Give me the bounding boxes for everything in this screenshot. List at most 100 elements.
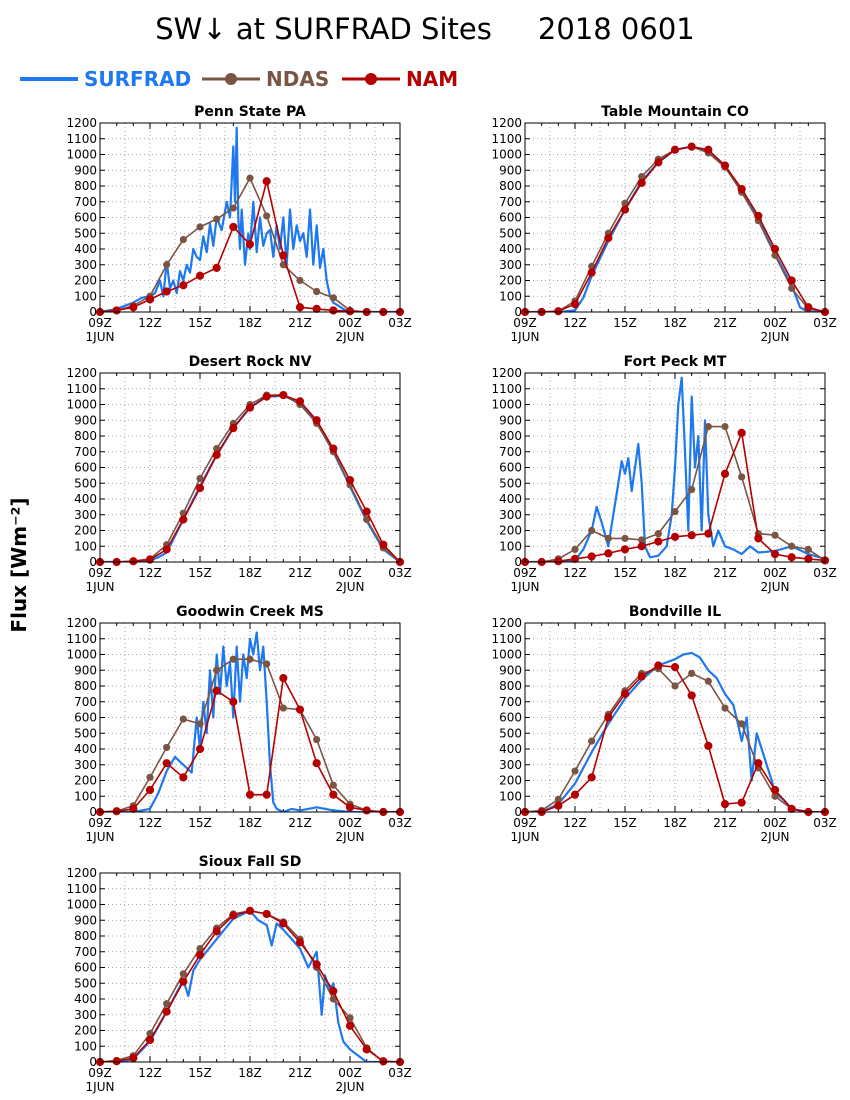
x-tick-label: 12Z [138,566,162,580]
point-nam [362,806,371,815]
point-nam [704,529,713,538]
y-tick-label: 500 [74,976,97,990]
point-nam [195,950,205,960]
y-tick-label: 100 [74,289,97,303]
point-ndas [229,655,237,663]
point-ndas [721,704,729,712]
point-nam [345,803,355,812]
y-tick-label: 600 [74,211,97,225]
point-ndas [346,1014,354,1022]
point-ndas [771,531,779,539]
y-tick-label: 100 [74,1039,97,1053]
plot-frame [524,622,826,813]
x-tick-sublabel: 1JUN [511,330,540,344]
point-ndas [329,294,337,302]
point-nam [245,790,255,799]
y-tick-label: 0 [514,305,522,319]
series-line-surfrad [525,651,825,812]
x-tick-label: 15Z [613,816,637,830]
chart-panel-6: Bondville IL0100200300400500600700800900… [491,604,836,844]
point-nam [345,1021,355,1030]
x-tick-label: 00Z [763,566,787,580]
y-tick-label: 900 [499,663,522,677]
point-nam [212,686,221,695]
point-ndas [704,422,712,431]
point-ndas [213,445,221,453]
x-tick-sublabel: 1JUN [511,830,540,844]
point-nam [345,476,355,485]
chart-panel-2: Table Mountain CO01002003004005006007008… [491,104,836,344]
point-ndas [638,536,646,544]
x-tick-label: 09Z [88,1066,112,1080]
point-ndas [571,767,579,775]
point-nam [279,919,288,928]
y-tick-label: 800 [74,929,97,943]
y-tick-label: 200 [499,774,522,788]
x-tick-label: 15Z [613,316,637,330]
point-nam [787,553,796,562]
point-ndas [621,199,629,207]
x-tick-label: 12Z [563,566,587,580]
point-nam [720,161,730,170]
point-ndas [688,485,696,494]
x-tick-label: 15Z [188,566,212,580]
y-tick-label: 1000 [66,398,97,412]
y-tick-label: 1000 [491,148,522,162]
x-tick-sublabel: 1JUN [86,1080,115,1094]
point-nam [112,1057,121,1066]
point-nam [312,304,321,313]
x-tick-label: 21Z [713,566,737,580]
y-tick-label: 1200 [491,616,522,630]
point-nam [262,790,271,799]
y-tick-label: 100 [74,539,97,553]
point-nam [570,554,580,563]
chart-title: Goodwin Creek MS [176,604,324,620]
point-nam [704,741,713,750]
point-nam [229,424,238,433]
point-nam [129,557,138,566]
legend-swatch-nam [342,73,400,85]
point-nam [737,798,746,807]
y-tick-label: 1100 [491,632,522,646]
point-nam [162,759,171,768]
point-nam [737,185,746,194]
chart-panel-1: Penn State PA010020030040050060070080090… [66,104,411,344]
point-nam [329,987,338,996]
y-tick-label: 400 [74,492,97,506]
point-nam [620,689,630,698]
point-nam [295,397,305,406]
y-tick-label: 200 [74,274,97,288]
point-nam [279,674,288,683]
y-tick-label: 500 [74,726,97,740]
y-tick-label: 1000 [491,648,522,662]
point-ndas [588,526,596,535]
chart-title: Bondville IL [629,604,721,620]
point-nam [754,759,763,768]
y-tick-label: 800 [499,679,522,693]
y-tick-label: 600 [499,211,522,225]
point-nam [687,531,696,540]
y-tick-label: 300 [74,508,97,522]
y-tick-label: 1100 [66,882,97,896]
point-nam [329,306,338,315]
y-tick-label: 600 [74,961,97,975]
point-nam [587,773,596,782]
x-tick-sublabel: 1JUN [86,580,115,594]
y-tick-label: 300 [74,1008,97,1022]
y-tick-label: 300 [74,258,97,272]
x-tick-label: 18Z [663,566,687,580]
point-nam [687,691,696,700]
x-tick-sublabel: 1JUN [511,580,540,594]
x-tick-label: 03Z [813,566,837,580]
x-tick-label: 15Z [188,1066,212,1080]
y-tick-label: 600 [74,711,97,725]
x-tick-label: 00Z [338,816,362,830]
y-tick-label: 1000 [66,148,97,162]
point-ndas [571,545,579,554]
point-nam [362,1045,371,1054]
legend-swatch-surfrad [20,77,78,81]
y-tick-label: 700 [74,945,97,959]
plot-frame [524,372,826,563]
point-nam [654,661,663,670]
point-ndas [263,660,271,668]
